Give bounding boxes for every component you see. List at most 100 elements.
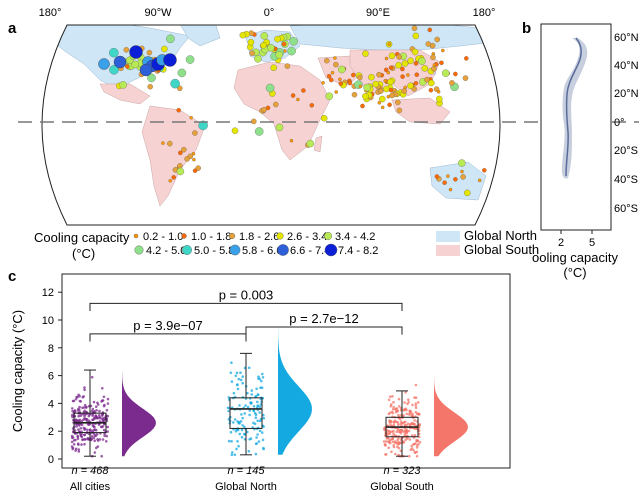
legend-items: 0.2 - 1.0 1.0 - 1.8 1.8 - 2.6 2.6 - 3.4 3.4 … [133,228,539,257]
jitter-point [389,423,392,427]
sample-size-labels: n = 468 n = 145 n = 323 [71,465,421,477]
jitter-point [246,405,250,409]
jitter-point [235,447,238,451]
jitter-point [402,440,406,444]
jitter-point [395,441,398,444]
jitter-point [391,395,394,398]
jitter-point [243,412,247,415]
jitter-point [81,438,84,442]
jitter-point [98,409,101,413]
violin-half [122,345,156,457]
city-point [384,56,389,61]
jitter-point [229,430,233,434]
jitter-point [90,435,94,438]
jitter-point [235,371,239,375]
n-global-north: n = 145 [227,465,265,477]
jitter-point [416,439,419,443]
jitter-point [74,397,78,401]
greenland [179,25,221,47]
city-point [192,130,198,136]
city-point [270,64,277,71]
jitter-point [414,406,418,410]
jitter-point [259,397,263,401]
jitter-point [404,420,407,424]
bracket-line [245,326,403,335]
city-point [178,150,183,156]
jitter-point [91,418,94,422]
bracket-line [89,302,403,311]
jitter-point [100,400,103,403]
jitter-point [392,405,396,409]
jitter-point [246,391,249,395]
legend-bin-label: 1.0 - 1.8 [191,231,231,243]
jitter-point [233,418,237,421]
jitter-point [71,399,75,403]
legend-bin-item: 6.6 - 7.4 [277,244,330,257]
legend-title-unit: (°C) [72,246,95,261]
city-point [464,56,469,61]
city-point [430,54,436,61]
jitter-point [413,451,417,454]
jitter-point [409,448,413,452]
city-point [441,69,450,77]
jitter-point [386,433,389,437]
jitter-point [261,376,265,379]
city-point [363,83,371,92]
jitter-point [77,448,81,451]
significance-bracket: p = 2.7e−12 [245,311,403,335]
jitter-point [255,387,258,391]
city-point [421,65,429,72]
city-point [441,48,445,53]
legend-bin-label: 6.6 - 7.4 [290,245,330,257]
jitter-point [416,444,419,447]
jitter-point [402,414,405,417]
city-point [275,123,284,132]
jitter-point [416,412,419,416]
jitter-point [105,408,109,412]
jitter-point [237,377,241,381]
jitter-point [255,436,258,439]
legend-bin-item: 2.6 - 3.4 [276,231,327,243]
city-point [412,32,420,40]
jitter-point [392,429,395,433]
city-point [351,91,358,98]
legend-bin-item: 1.0 - 1.8 [181,231,231,243]
jitter-point [387,446,391,450]
jitter-point [394,410,398,414]
lon-label-90w: 90°W [144,7,172,19]
city-point [372,80,379,88]
jitter-point [391,407,395,411]
jitter-point [106,430,109,433]
lat-label-20n: 20°N [614,88,639,100]
city-point [338,65,346,74]
jitter-point [106,402,110,405]
city-point [231,127,239,134]
jitter-point [413,434,417,437]
jitter-point [258,419,262,423]
city-point [360,103,365,109]
lon-label-0: 0° [264,7,275,19]
city-point [460,174,466,180]
jitter-point [227,396,231,399]
jitter-point [247,449,251,453]
bracket-line [89,333,247,342]
city-point [338,77,342,82]
jitter-point [81,406,84,410]
jitter-point [262,425,265,428]
jitter-point [253,422,257,426]
city-point [290,93,296,98]
jitter-point [252,409,255,413]
city-point [442,180,447,185]
jitter-point [403,401,406,404]
jitter-point [396,421,400,424]
category-global-south: Global South [370,481,434,493]
jitter-point [76,434,79,438]
y-tick-label: 12 [42,287,54,299]
jitter-point [414,410,418,414]
jitter-point [413,419,417,422]
y-tick-label: 4 [48,398,54,410]
jitter-point [241,424,244,427]
city-point [334,90,338,94]
city-point [192,157,196,162]
city-point [125,64,130,69]
